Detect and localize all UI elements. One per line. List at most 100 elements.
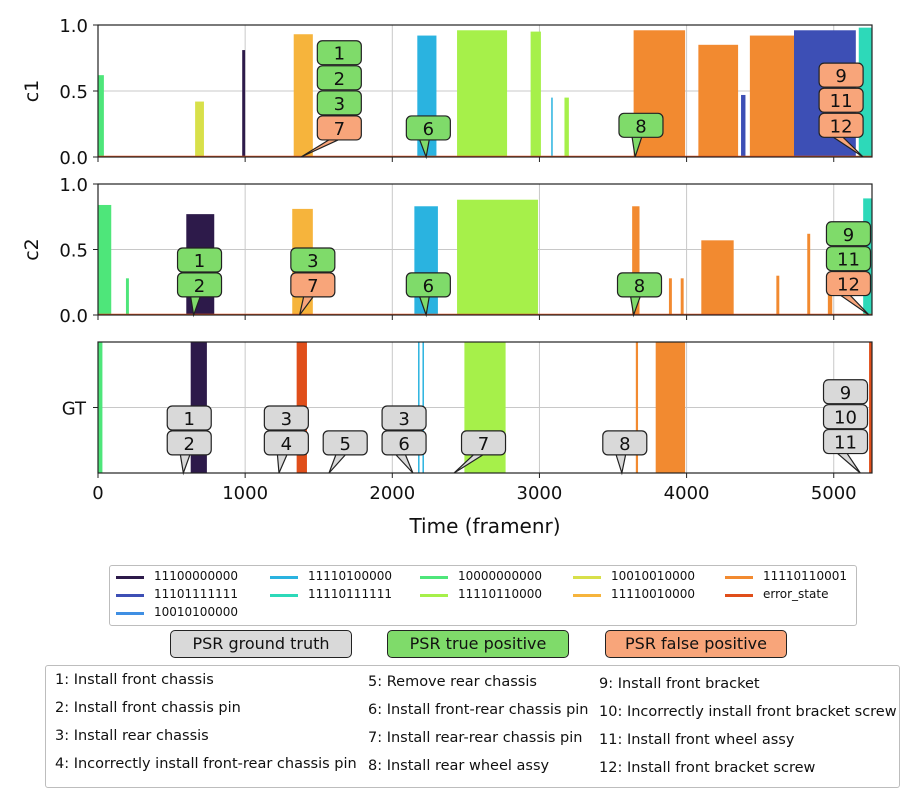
step-item: 10: Incorrectly install front bracket sc…	[599, 704, 897, 720]
data-bar	[776, 275, 780, 315]
data-bar	[807, 233, 811, 315]
psr-badge	[405, 272, 451, 298]
x-tick-label: 3000	[517, 483, 563, 504]
psr-badge	[818, 62, 864, 88]
legend-label: 11100000000	[154, 569, 238, 583]
y-tick-label: 0.5	[59, 82, 88, 103]
step-item: 4: Incorrectly install front-rear chassi…	[55, 756, 357, 772]
psr-badge-label: 9	[843, 225, 854, 246]
badge-ground-truth: PSR ground truth	[170, 630, 352, 658]
psr-badge-label: 5	[339, 434, 350, 455]
psr-badge	[316, 65, 362, 91]
psr-badge-label: 1	[334, 44, 345, 65]
legend-swatch	[725, 594, 753, 597]
legend-swatch	[116, 594, 144, 597]
data-bar	[655, 342, 686, 473]
psr-badge	[825, 246, 872, 272]
step-item: 7: Install rear-rear chassis pin	[368, 730, 583, 746]
step-item: 11: Install front wheel assy	[599, 732, 795, 748]
psr-badge-label: 12	[830, 116, 853, 137]
legend-swatch	[270, 576, 298, 579]
psr-badge	[825, 270, 872, 297]
psr-badge-label: 9	[840, 383, 851, 404]
series-legend: 11100000000 11101111111 10010100000 1111…	[109, 565, 857, 626]
psr-badge-label: 2	[334, 69, 345, 90]
psr-badge	[822, 379, 869, 405]
psr-badge	[818, 112, 864, 138]
psr-badge	[822, 404, 869, 430]
data-bar	[869, 342, 872, 473]
badge-true-positive: PSR true positive	[387, 630, 569, 658]
psr-badge-label: 3	[307, 251, 318, 272]
data-bar	[698, 44, 739, 157]
data-bar	[195, 101, 204, 157]
legend-label: 11110110000	[458, 587, 542, 601]
psr-badge-label: 3	[281, 409, 292, 430]
psr-pointer	[328, 453, 348, 474]
psr-badge-label: 11	[834, 433, 857, 454]
psr-badge-label: 3	[334, 94, 345, 115]
data-bar	[125, 278, 129, 315]
data-bar	[457, 30, 508, 158]
psr-pointer	[393, 453, 414, 474]
psr-badge	[460, 430, 507, 456]
psr-badge	[166, 405, 212, 431]
psr-pointer	[614, 453, 627, 476]
legend-label: 11110111111	[308, 587, 392, 601]
legend-label: error_state	[763, 587, 829, 601]
psr-badge	[618, 112, 664, 138]
psr-badge	[616, 272, 663, 298]
y-tick-label: 0.5	[59, 241, 88, 262]
legend-swatch	[725, 576, 753, 579]
data-bar	[668, 278, 672, 315]
legend-label: 11110010000	[611, 587, 695, 601]
step-item: 2: Install front chassis pin	[55, 700, 241, 716]
psr-badge-label: 7	[334, 119, 345, 140]
legend-label: 11110110001	[763, 569, 847, 583]
step-item: 5: Remove rear chassis	[368, 674, 537, 690]
legend-label: 11110100000	[308, 569, 392, 583]
data-bar	[551, 97, 553, 157]
psr-badge-label: 1	[184, 409, 195, 430]
psr-badge-label: 2	[194, 276, 205, 297]
psr-badge	[825, 221, 872, 247]
step-item: 3: Install rear chassis	[55, 728, 209, 744]
psr-badge-label: 6	[398, 434, 409, 455]
data-bar	[98, 204, 112, 315]
psr-badge	[405, 115, 451, 141]
y-tick-label: 0.0	[59, 306, 88, 327]
psr-badge	[263, 430, 309, 456]
legend-label: 11101111111	[154, 587, 238, 601]
x-tick-label: 4000	[664, 483, 710, 504]
legend-swatch	[116, 576, 144, 579]
legend-swatch	[420, 576, 448, 579]
data-bar	[98, 342, 103, 473]
psr-badge-label: 7	[478, 434, 489, 455]
y-axis-label: c1	[21, 80, 43, 103]
y-tick-label: GT	[62, 399, 87, 420]
psr-badge-label: 7	[307, 276, 318, 297]
legend-label: 10010010000	[611, 569, 695, 583]
data-bar	[457, 199, 538, 315]
x-tick-label: 0	[92, 483, 103, 504]
psr-pointer	[834, 451, 861, 474]
psr-badge	[381, 405, 427, 431]
legend-swatch	[270, 594, 298, 597]
data-bar	[98, 75, 104, 157]
psr-badge	[316, 115, 362, 141]
psr-badge	[818, 87, 864, 113]
step-legend: 1: Install front chassis 2: Install fron…	[45, 665, 900, 788]
psr-badge-label: 11	[837, 250, 860, 271]
psr-badge-label: 8	[634, 276, 645, 297]
legend-label: 10000000000	[458, 569, 542, 583]
step-item: 1: Install front chassis	[55, 672, 214, 688]
psr-badge	[166, 430, 212, 456]
data-bar	[632, 206, 640, 315]
data-bar	[242, 50, 246, 157]
legend-swatch	[420, 594, 448, 597]
data-bar	[530, 31, 541, 158]
step-item: 6: Install front-rear chassis pin	[368, 702, 589, 718]
psr-badge-label: 2	[184, 434, 195, 455]
step-item: 9: Install front bracket	[599, 676, 760, 692]
